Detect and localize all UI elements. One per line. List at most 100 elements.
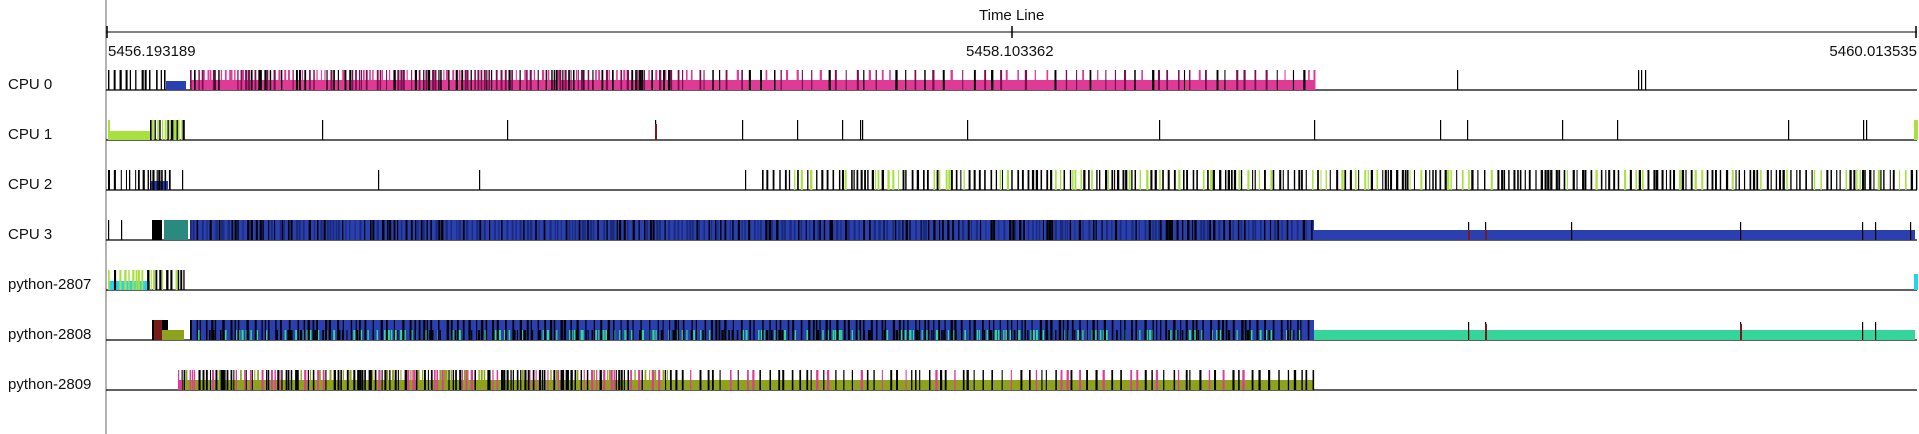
event-tick[interactable] — [926, 330, 929, 340]
event-tick[interactable] — [1023, 220, 1025, 240]
event-tick[interactable] — [1468, 322, 1470, 340]
event-tick[interactable] — [476, 320, 478, 340]
event-tick[interactable] — [565, 330, 568, 340]
event-tick[interactable] — [613, 370, 615, 390]
event-tick[interactable] — [215, 370, 218, 390]
event-tick[interactable] — [1468, 170, 1470, 190]
event-tick[interactable] — [463, 370, 466, 390]
event-tick[interactable] — [363, 70, 365, 90]
event-tick[interactable] — [156, 170, 158, 190]
event-tick[interactable] — [349, 70, 352, 90]
event-tick[interactable] — [887, 170, 890, 190]
event-tick[interactable] — [1376, 170, 1379, 190]
event-tick[interactable] — [448, 70, 450, 90]
event-tick[interactable] — [198, 330, 201, 340]
event-tick[interactable] — [1141, 70, 1143, 90]
event-tick[interactable] — [690, 70, 693, 90]
event-tick[interactable] — [384, 330, 386, 340]
event-tick[interactable] — [1555, 170, 1558, 190]
event-tick[interactable] — [984, 70, 987, 90]
event-tick[interactable] — [251, 370, 253, 390]
event-tick[interactable] — [812, 320, 815, 340]
event-tick[interactable] — [749, 320, 751, 340]
event-tick[interactable] — [781, 220, 784, 240]
event-tick[interactable] — [592, 220, 595, 240]
event-tick[interactable] — [323, 220, 326, 240]
event-tick[interactable] — [898, 320, 901, 340]
event-tick[interactable] — [113, 70, 116, 90]
event-tick[interactable] — [351, 70, 354, 90]
event-tick[interactable] — [113, 270, 117, 290]
event-tick[interactable] — [1766, 170, 1769, 190]
event-tick[interactable] — [1535, 170, 1537, 190]
event-tick[interactable] — [255, 220, 258, 240]
event-tick[interactable] — [1325, 170, 1327, 190]
event-tick[interactable] — [1877, 170, 1881, 190]
event-tick[interactable] — [1128, 330, 1130, 340]
event-tick[interactable] — [150, 120, 152, 140]
event-tick[interactable] — [427, 70, 431, 90]
event-tick[interactable] — [892, 170, 895, 190]
event-tick[interactable] — [376, 330, 379, 340]
event-tick[interactable] — [241, 330, 244, 340]
event-tick[interactable] — [495, 70, 498, 90]
event-tick[interactable] — [778, 330, 781, 340]
event-tick[interactable] — [1024, 70, 1028, 90]
event-tick[interactable] — [1576, 170, 1578, 190]
event-tick[interactable] — [438, 220, 441, 240]
event-tick[interactable] — [1264, 320, 1267, 340]
event-tick[interactable] — [443, 70, 445, 90]
event-tick[interactable] — [446, 320, 450, 340]
event-tick[interactable] — [1099, 330, 1102, 340]
event-tick[interactable] — [150, 170, 152, 190]
event-tick[interactable] — [556, 330, 558, 340]
event-tick[interactable] — [806, 370, 809, 390]
event-tick[interactable] — [485, 320, 488, 340]
task-bar[interactable] — [152, 220, 162, 240]
event-tick[interactable] — [356, 330, 359, 340]
event-tick[interactable] — [283, 220, 285, 240]
event-tick[interactable] — [1144, 320, 1147, 340]
event-tick[interactable] — [1223, 220, 1226, 240]
event-tick[interactable] — [438, 320, 440, 340]
event-tick[interactable] — [928, 370, 931, 390]
event-tick[interactable] — [1349, 170, 1352, 190]
event-tick[interactable] — [1613, 170, 1616, 190]
event-tick[interactable] — [792, 320, 795, 340]
event-tick[interactable] — [637, 70, 639, 90]
event-tick[interactable] — [542, 330, 544, 340]
event-tick[interactable] — [254, 70, 257, 90]
event-tick[interactable] — [1293, 330, 1295, 340]
event-tick[interactable] — [1725, 170, 1729, 190]
event-tick[interactable] — [823, 370, 825, 390]
event-tick[interactable] — [1528, 170, 1531, 190]
event-tick[interactable] — [892, 220, 895, 240]
event-tick[interactable] — [576, 370, 579, 390]
event-tick[interactable] — [585, 320, 587, 340]
event-tick[interactable] — [1550, 170, 1553, 190]
event-tick[interactable] — [1051, 220, 1054, 240]
event-tick[interactable] — [1079, 320, 1081, 340]
event-tick[interactable] — [491, 70, 493, 90]
event-tick[interactable] — [445, 220, 448, 240]
event-tick[interactable] — [1232, 220, 1234, 240]
event-tick[interactable] — [264, 320, 267, 340]
event-tick[interactable] — [1096, 170, 1098, 190]
task-bar[interactable] — [164, 220, 188, 240]
event-tick[interactable] — [841, 330, 843, 340]
event-tick[interactable] — [1864, 170, 1866, 190]
event-tick[interactable] — [431, 330, 434, 340]
event-tick[interactable] — [1694, 170, 1697, 190]
event-tick[interactable] — [1125, 170, 1128, 190]
event-tick[interactable] — [791, 370, 794, 390]
event-tick[interactable] — [1046, 70, 1049, 90]
event-tick[interactable] — [589, 220, 593, 240]
event-tick[interactable] — [667, 70, 671, 90]
event-tick[interactable] — [158, 170, 161, 190]
event-tick[interactable] — [1287, 170, 1289, 190]
event-tick[interactable] — [549, 220, 552, 240]
event-tick[interactable] — [397, 330, 399, 340]
event-tick[interactable] — [1163, 370, 1165, 390]
event-tick[interactable] — [891, 330, 893, 340]
event-tick[interactable] — [1114, 170, 1116, 190]
